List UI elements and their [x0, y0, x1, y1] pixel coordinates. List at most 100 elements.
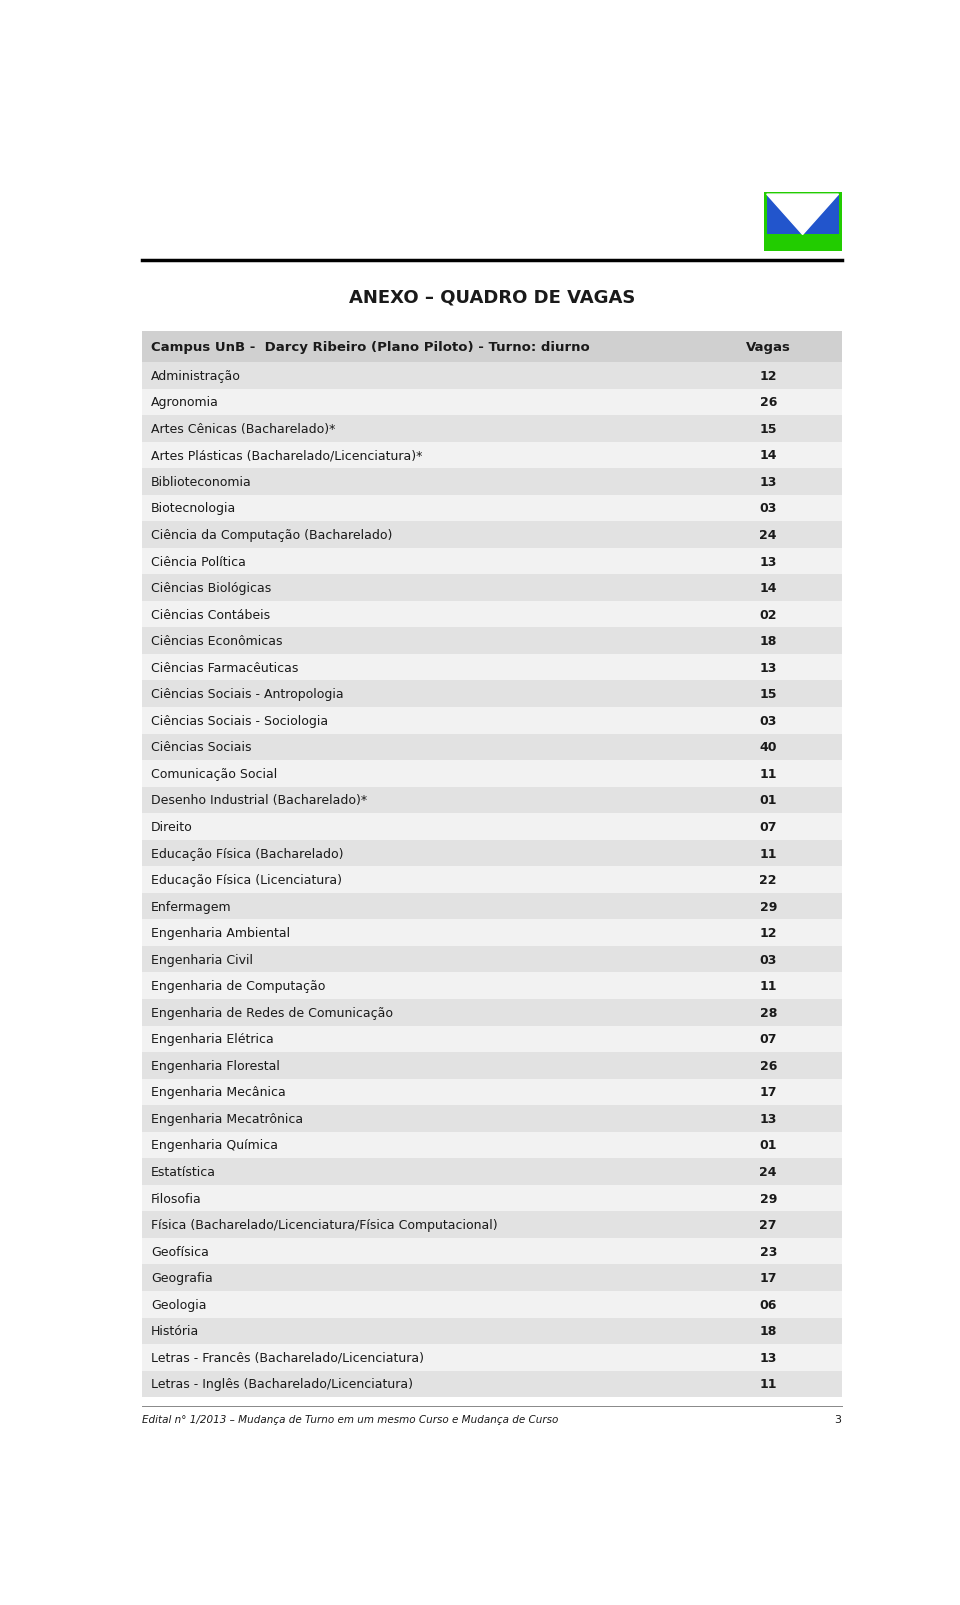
- Text: 03: 03: [759, 502, 777, 515]
- Bar: [142, 469, 842, 496]
- Bar: [142, 920, 842, 947]
- Bar: [142, 733, 842, 761]
- Bar: [763, 193, 842, 252]
- Text: Engenharia de Computação: Engenharia de Computação: [152, 979, 325, 992]
- Text: Engenharia Mecatrônica: Engenharia Mecatrônica: [152, 1112, 303, 1125]
- Polygon shape: [767, 194, 838, 236]
- Text: 17: 17: [759, 1271, 777, 1284]
- Bar: [142, 655, 842, 681]
- Bar: [142, 841, 842, 867]
- Text: Filosofia: Filosofia: [152, 1193, 202, 1205]
- Text: Física (Bacharelado/Licenciatura/Física Computacional): Física (Bacharelado/Licenciatura/Física …: [152, 1218, 498, 1231]
- Text: Administração: Administração: [152, 369, 241, 382]
- Text: 11: 11: [759, 1377, 777, 1390]
- Text: 13: 13: [759, 475, 777, 488]
- Text: Comunicação Social: Comunicação Social: [152, 767, 277, 780]
- Bar: [142, 681, 842, 708]
- Text: 14: 14: [759, 449, 777, 462]
- Bar: [142, 814, 842, 841]
- Text: Educação Física (Licenciatura): Educação Física (Licenciatura): [152, 873, 343, 886]
- Bar: [142, 1318, 842, 1345]
- Bar: [142, 786, 842, 814]
- Text: 15: 15: [759, 422, 777, 435]
- Text: Letras - Francês (Bacharelado/Licenciatura): Letras - Francês (Bacharelado/Licenciatu…: [152, 1351, 424, 1364]
- Text: Vagas: Vagas: [746, 340, 791, 355]
- Text: 07: 07: [759, 1032, 777, 1046]
- Bar: [142, 549, 842, 575]
- Text: Ciências Biológicas: Ciências Biológicas: [152, 581, 272, 595]
- Text: 17: 17: [759, 1085, 777, 1099]
- Text: Geofísica: Geofísica: [152, 1245, 209, 1258]
- Text: 18: 18: [759, 636, 777, 648]
- Text: Ciências Farmacêuticas: Ciências Farmacêuticas: [152, 661, 299, 674]
- Text: Biblioteconomia: Biblioteconomia: [152, 475, 252, 488]
- Text: Engenharia Química: Engenharia Química: [152, 1140, 278, 1152]
- Bar: [142, 867, 842, 894]
- Bar: [142, 1159, 842, 1184]
- Text: 18: 18: [759, 1324, 777, 1337]
- Text: 26: 26: [759, 396, 777, 409]
- Text: Geografia: Geografia: [152, 1271, 213, 1284]
- Bar: [142, 1132, 842, 1159]
- Bar: [142, 947, 842, 973]
- Bar: [142, 761, 842, 786]
- Text: Estatística: Estatística: [152, 1165, 216, 1178]
- Text: Campus UnB -  Darcy Ribeiro (Plano Piloto) - Turno: diurno: Campus UnB - Darcy Ribeiro (Plano Piloto…: [152, 340, 590, 355]
- Bar: [142, 1237, 842, 1265]
- Text: 14: 14: [759, 581, 777, 595]
- Text: Ciências Sociais - Antropologia: Ciências Sociais - Antropologia: [152, 689, 344, 701]
- Bar: [142, 1371, 842, 1398]
- Text: 06: 06: [759, 1298, 777, 1311]
- Bar: [142, 1000, 842, 1026]
- Bar: [142, 602, 842, 628]
- Text: Ciências Sociais - Sociologia: Ciências Sociais - Sociologia: [152, 714, 328, 727]
- Text: Ciências Econômicas: Ciências Econômicas: [152, 636, 283, 648]
- Text: Engenharia de Redes de Comunicação: Engenharia de Redes de Comunicação: [152, 1006, 394, 1019]
- Bar: [142, 522, 842, 549]
- Text: 01: 01: [759, 794, 777, 807]
- Bar: [142, 1106, 842, 1132]
- Text: 13: 13: [759, 555, 777, 568]
- Text: Biotecnologia: Biotecnologia: [152, 502, 236, 515]
- Text: Engenharia Mecânica: Engenharia Mecânica: [152, 1085, 286, 1099]
- Text: 07: 07: [759, 820, 777, 833]
- Text: 28: 28: [759, 1006, 777, 1019]
- Text: Engenharia Ambiental: Engenharia Ambiental: [152, 926, 290, 939]
- Bar: [142, 708, 842, 733]
- Text: 27: 27: [759, 1218, 777, 1231]
- Bar: [142, 628, 842, 655]
- Text: 12: 12: [759, 369, 777, 382]
- Text: Desenho Industrial (Bacharelado)*: Desenho Industrial (Bacharelado)*: [152, 794, 368, 807]
- Text: 12: 12: [759, 926, 777, 939]
- Text: Letras - Inglês (Bacharelado/Licenciatura): Letras - Inglês (Bacharelado/Licenciatur…: [152, 1377, 413, 1390]
- Bar: [142, 1290, 842, 1318]
- Text: 11: 11: [759, 847, 777, 860]
- Text: Artes Plásticas (Bacharelado/Licenciatura)*: Artes Plásticas (Bacharelado/Licenciatur…: [152, 449, 422, 462]
- Text: 13: 13: [759, 1112, 777, 1125]
- Bar: [142, 416, 842, 443]
- Text: 22: 22: [759, 873, 777, 886]
- Text: 26: 26: [759, 1059, 777, 1072]
- Text: Ciências Contábeis: Ciências Contábeis: [152, 608, 271, 621]
- Bar: [142, 894, 842, 920]
- Bar: [142, 973, 842, 1000]
- Text: Engenharia Civil: Engenharia Civil: [152, 953, 253, 966]
- Bar: [142, 1079, 842, 1106]
- Text: 40: 40: [759, 742, 777, 754]
- Bar: [142, 1345, 842, 1371]
- Text: 11: 11: [759, 767, 777, 780]
- Bar: [142, 1265, 842, 1290]
- Bar: [142, 332, 842, 363]
- Text: Direito: Direito: [152, 820, 193, 833]
- Text: 3: 3: [834, 1414, 842, 1424]
- Text: 24: 24: [759, 528, 777, 541]
- Text: Edital n° 1/2013 – Mudança de Turno em um mesmo Curso e Mudança de Curso: Edital n° 1/2013 – Mudança de Turno em u…: [142, 1414, 559, 1424]
- Bar: [142, 1212, 842, 1237]
- Text: Enfermagem: Enfermagem: [152, 900, 232, 913]
- Text: 24: 24: [759, 1165, 777, 1178]
- Text: Artes Cênicas (Bacharelado)*: Artes Cênicas (Bacharelado)*: [152, 422, 336, 435]
- Bar: [142, 496, 842, 522]
- Text: 02: 02: [759, 608, 777, 621]
- Text: Geologia: Geologia: [152, 1298, 206, 1311]
- Text: 13: 13: [759, 661, 777, 674]
